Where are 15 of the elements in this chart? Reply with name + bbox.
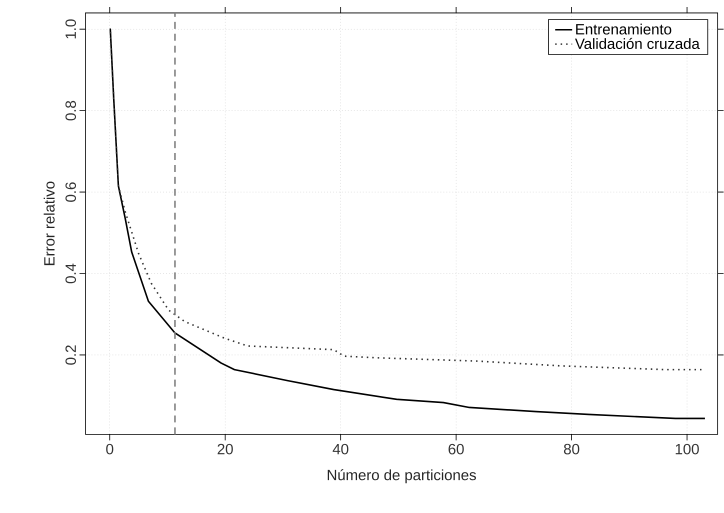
x-tick-label: 100 bbox=[676, 444, 699, 454]
y-tick-label: 0.4 bbox=[65, 264, 76, 284]
x-tick-label: 60 bbox=[448, 444, 464, 454]
x-tick-label: 40 bbox=[332, 444, 348, 454]
y-axis-title: Error relativo bbox=[44, 182, 55, 266]
legend-label: Validación cruzada bbox=[575, 38, 700, 50]
y-tick-label: 0.8 bbox=[65, 100, 76, 120]
y-tick-label: 0.2 bbox=[65, 345, 76, 365]
x-tick-label: 80 bbox=[564, 444, 580, 454]
legend-label: Entrenamiento bbox=[576, 24, 672, 35]
x-axis-title: Número de particiones bbox=[328, 469, 476, 484]
x-tick-label: 0 bbox=[106, 444, 114, 454]
y-tick-label: 1.0 bbox=[65, 19, 76, 38]
x-tick-label: 20 bbox=[218, 444, 233, 454]
y-tick-label: 0.6 bbox=[65, 182, 76, 202]
